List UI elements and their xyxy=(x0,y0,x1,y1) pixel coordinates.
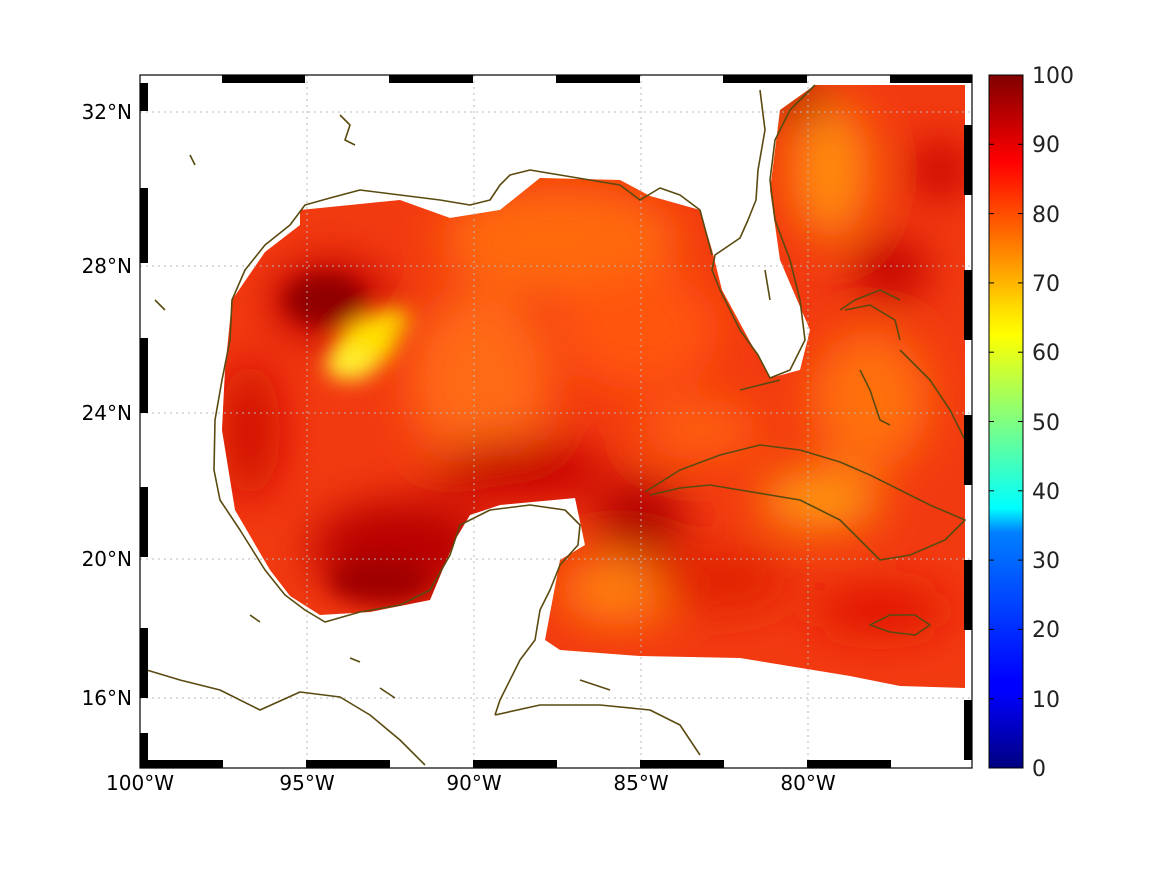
y-tick-label: 28°N xyxy=(82,254,132,278)
y-tick-label: 20°N xyxy=(82,547,132,571)
x-tick-label: 95°W xyxy=(279,771,334,795)
map-frame xyxy=(139,74,973,769)
heat-field xyxy=(222,85,965,688)
y-tick-label: 16°N xyxy=(82,686,132,710)
colorbar-tick-label: 10 xyxy=(1032,688,1060,713)
y-axis-ticks: 16°N 20°N 24°N 28°N 32°N xyxy=(82,100,132,710)
y-tick-label: 32°N xyxy=(82,100,132,124)
colorbar-bar xyxy=(988,74,1024,769)
x-axis-ticks: 100°W 95°W 90°W 85°W 80°W xyxy=(106,771,836,795)
colorbar-tick-label: 30 xyxy=(1032,549,1060,574)
colorbar-tick-label: 20 xyxy=(1032,618,1060,643)
colorbar-tick-label: 0 xyxy=(1032,757,1046,782)
x-tick-label: 100°W xyxy=(106,771,174,795)
colorbar-tick-label: 100 xyxy=(1032,64,1074,89)
colorbar-ticks xyxy=(989,143,1023,769)
colorbar-tick-label: 50 xyxy=(1032,411,1060,436)
colorbar-tick-label: 70 xyxy=(1032,272,1060,297)
x-tick-label: 80°W xyxy=(780,771,835,795)
y-tick-label: 24°N xyxy=(82,401,132,425)
gridlines xyxy=(140,75,972,768)
colorbar: 0 10 20 30 40 50 60 70 80 90 100 xyxy=(988,64,1074,782)
colorbar-tick-label: 40 xyxy=(1032,480,1060,505)
colorbar-tick-label: 60 xyxy=(1032,341,1060,366)
colorbar-tick-label: 80 xyxy=(1032,203,1060,228)
x-tick-label: 85°W xyxy=(613,771,668,795)
colorbar-tick-label: 90 xyxy=(1032,133,1060,158)
x-tick-label: 90°W xyxy=(446,771,501,795)
coastline xyxy=(139,84,966,766)
